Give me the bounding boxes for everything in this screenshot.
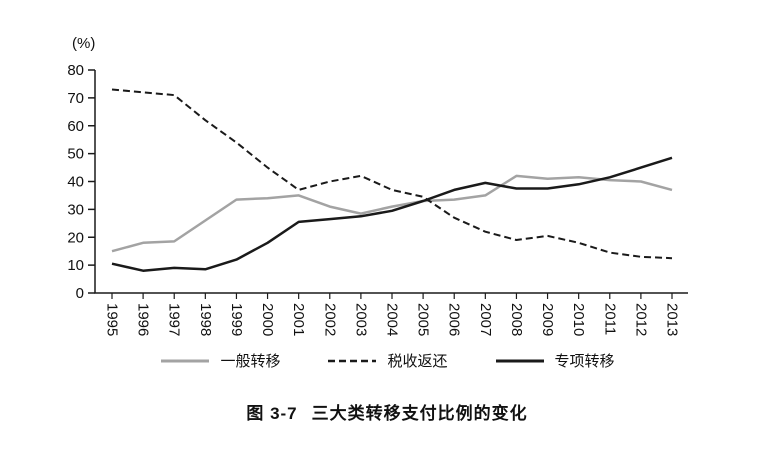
legend-line-sample-special: [495, 359, 544, 362]
legend-label-general-transfer: 一般转移: [220, 353, 281, 370]
x-tick-label: 2009: [539, 303, 556, 336]
x-tick-label: 2013: [664, 303, 681, 336]
y-tick-label: 50: [67, 146, 84, 163]
x-tick-label: 1995: [104, 303, 121, 336]
legend-label-tax-rebate: 税收返还: [387, 353, 448, 370]
x-tick-label: 1998: [197, 303, 214, 336]
x-tick-label: 1999: [228, 303, 245, 336]
x-tick-label: 2003: [352, 303, 369, 336]
y-tick-label: 70: [67, 90, 84, 107]
x-tick-label: 2011: [601, 303, 618, 335]
legend-label-special-transfer: 专项转移: [554, 353, 615, 370]
series-line-1: [111, 88, 673, 260]
y-tick-label: 0: [76, 285, 84, 302]
y-tick-label: 10: [67, 257, 84, 274]
x-tick-label: 2001: [290, 303, 307, 336]
x-tick-label: 2006: [446, 303, 463, 336]
x-tick-label: 2000: [259, 303, 276, 336]
legend-line-sample-general: [161, 359, 210, 362]
x-tick-label: 2008: [508, 303, 525, 336]
x-tick-label: 2010: [570, 303, 587, 336]
x-tick-label: 2002: [321, 303, 338, 336]
figure-caption: 图 3-7 三大类转移支付比例的变化: [0, 399, 774, 424]
x-tick-label: 2007: [477, 303, 494, 336]
line-chart: (%) 0 10 20 30 40 50 60 70 80 1995 1996 1997 1998 199…: [67, 35, 688, 336]
series-line-2: [111, 156, 673, 272]
y-tick-label: 60: [67, 118, 84, 135]
y-axis-unit-label: (%): [72, 35, 95, 52]
series-line-0: [111, 174, 673, 253]
y-tick-label: 80: [67, 62, 84, 79]
y-tick-label: 30: [67, 201, 84, 218]
legend-item-tax-rebate: 税收返还: [326, 350, 448, 371]
x-tick-label: 1996: [135, 303, 152, 336]
axes: 0 10 20 30 40 50 60 70 80 1995 1996 1997 1998 1999 200…: [67, 62, 688, 336]
y-tick-label: 40: [67, 174, 84, 191]
x-tick-label: 2005: [415, 303, 432, 336]
legend-item-general-transfer: 一般转移: [159, 350, 280, 371]
legend-item-special-transfer: 专项转移: [494, 350, 615, 371]
legend-line-sample-tax-rebate: [328, 359, 377, 362]
y-tick-label: 20: [67, 229, 84, 246]
x-tick-label: 1997: [166, 303, 183, 336]
x-tick-label: 2012: [632, 303, 649, 336]
figure-title: 三大类转移支付比例的变化: [311, 404, 528, 423]
series-lines: [111, 88, 673, 272]
legend: 一般转移 税收返还 专项转移: [0, 350, 774, 371]
x-tick-label: 2004: [384, 303, 401, 336]
figure-number: 图 3-7: [246, 404, 298, 423]
